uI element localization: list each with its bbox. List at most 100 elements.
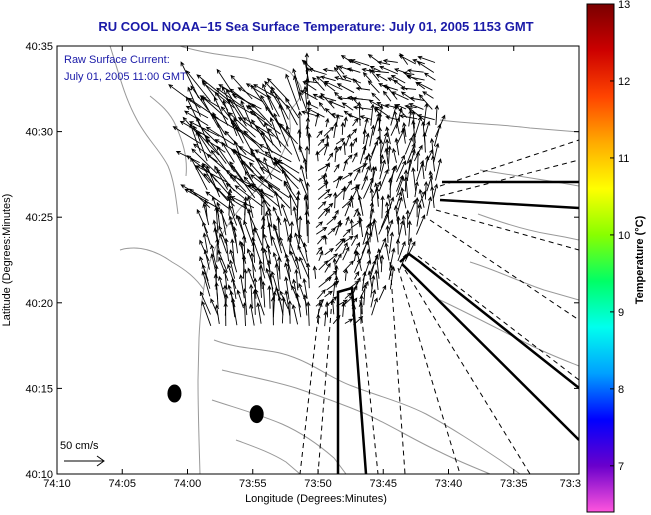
- current-vector: [247, 208, 254, 235]
- current-vector: [246, 248, 257, 272]
- current-vector: [403, 169, 409, 192]
- current-vector: [200, 127, 218, 144]
- current-vector: [342, 260, 355, 273]
- current-vector: [324, 290, 333, 298]
- current-vector: [227, 263, 237, 290]
- current-vector: [295, 292, 302, 318]
- current-vector: [423, 180, 429, 200]
- current-vector: [229, 249, 238, 273]
- current-vector: [411, 109, 416, 129]
- current-vector: [216, 87, 244, 108]
- current-vector: [240, 100, 253, 129]
- current-vector: [417, 55, 436, 63]
- current-vector: [349, 194, 354, 208]
- current-vector: [332, 281, 337, 297]
- current-vector: [378, 213, 389, 235]
- current-vector: [325, 253, 339, 264]
- current-vector: [273, 161, 299, 190]
- current-vector: [404, 104, 417, 109]
- sector-line-2: [439, 198, 579, 210]
- current-vector: [396, 191, 403, 207]
- isobath-5: [477, 213, 579, 241]
- current-vector: [251, 119, 273, 154]
- current-vector: [351, 297, 358, 306]
- current-vector: [305, 262, 311, 289]
- current-vector: [385, 115, 398, 121]
- current-vector: [340, 55, 354, 64]
- x-tick-label: 73:3: [560, 478, 581, 490]
- current-vector: [341, 301, 346, 317]
- current-vector: [362, 72, 372, 82]
- isobath-6: [469, 261, 579, 301]
- current-vector: [377, 60, 391, 66]
- current-vector: [422, 91, 434, 99]
- current-vector: [423, 102, 429, 127]
- current-vector: [315, 150, 320, 162]
- current-vector: [192, 143, 218, 163]
- current-vector: [362, 176, 374, 199]
- current-vector: [415, 214, 426, 235]
- current-vector: [350, 285, 358, 298]
- current-vector: [312, 265, 317, 279]
- current-vector: [228, 111, 256, 138]
- current-vector: [274, 190, 282, 217]
- current-vector: [377, 248, 382, 264]
- sector-edge-lower: [401, 263, 579, 441]
- current-vector: [210, 298, 219, 316]
- current-vector: [266, 77, 290, 102]
- current-vector: [388, 231, 394, 254]
- current-vector: [353, 207, 359, 218]
- current-vector: [396, 160, 407, 183]
- x-tick-label: 73:45: [369, 478, 397, 490]
- current-vector: [306, 108, 325, 118]
- current-vector: [391, 91, 409, 101]
- current-vector: [265, 243, 271, 264]
- current-vector: [416, 203, 422, 227]
- current-vector: [352, 117, 359, 127]
- current-vector: [185, 105, 209, 119]
- current-vector: [346, 67, 361, 73]
- current-vector: [435, 158, 442, 181]
- current-vector: [378, 139, 384, 164]
- current-vector: [424, 155, 430, 171]
- current-vector: [312, 93, 325, 101]
- current-vector: [379, 153, 385, 172]
- current-vector: [297, 110, 302, 138]
- inlet-contour: [119, 247, 205, 291]
- current-vector: [294, 256, 302, 280]
- current-vector: [302, 157, 308, 180]
- current-vector: [258, 275, 263, 298]
- current-vector: [298, 91, 310, 117]
- current-vector: [305, 181, 310, 210]
- current-vector: [386, 85, 398, 100]
- current-vector: [222, 268, 228, 290]
- colorbar-tick-label: 11: [618, 153, 629, 165]
- current-vector: [359, 145, 367, 164]
- y-axis: 40:10 40:15 40:20 40:25 40:30 40:35: [25, 41, 579, 481]
- current-vector: [229, 88, 255, 108]
- y-tick-label: 40:35: [25, 41, 53, 53]
- current-vector: [301, 110, 318, 117]
- current-vector: [408, 102, 424, 110]
- current-vector: [286, 104, 298, 126]
- current-vector: [349, 141, 354, 153]
- current-vector: [245, 83, 271, 99]
- current-vector: [360, 240, 369, 261]
- current-vector: [404, 240, 416, 262]
- current-vector: [274, 160, 300, 182]
- current-vector: [250, 183, 280, 208]
- y-tick-label: 40:15: [25, 383, 53, 395]
- current-vector: [258, 144, 292, 163]
- current-vector: [409, 96, 425, 101]
- current-vector: [414, 116, 422, 138]
- current-vector: [374, 106, 389, 117]
- current-vector: [253, 84, 280, 100]
- current-vector: [218, 225, 228, 247]
- current-vector: [267, 207, 273, 228]
- current-vector: [335, 145, 343, 153]
- current-vector: [201, 96, 229, 120]
- current-vector: [312, 76, 325, 91]
- current-vector: [351, 233, 358, 246]
- current-vector: [270, 296, 276, 326]
